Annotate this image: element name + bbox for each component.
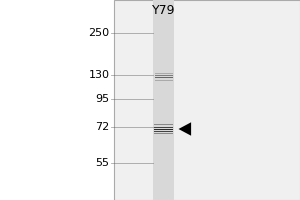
Bar bbox=[154, 77, 172, 78]
Text: 130: 130 bbox=[88, 70, 110, 80]
Bar bbox=[154, 129, 173, 130]
Bar bbox=[154, 73, 172, 74]
Bar bbox=[154, 124, 173, 125]
Text: Y79: Y79 bbox=[152, 4, 175, 18]
Bar bbox=[154, 133, 173, 134]
Polygon shape bbox=[178, 122, 191, 136]
Bar bbox=[154, 75, 172, 76]
Bar bbox=[154, 131, 173, 132]
Text: 95: 95 bbox=[95, 94, 110, 104]
Bar bbox=[154, 80, 172, 81]
Bar bbox=[114, 0, 300, 200]
Bar bbox=[154, 127, 173, 128]
Text: 55: 55 bbox=[95, 158, 110, 168]
Text: 250: 250 bbox=[88, 28, 110, 38]
Bar bbox=[153, 0, 174, 200]
Text: 72: 72 bbox=[95, 122, 110, 132]
